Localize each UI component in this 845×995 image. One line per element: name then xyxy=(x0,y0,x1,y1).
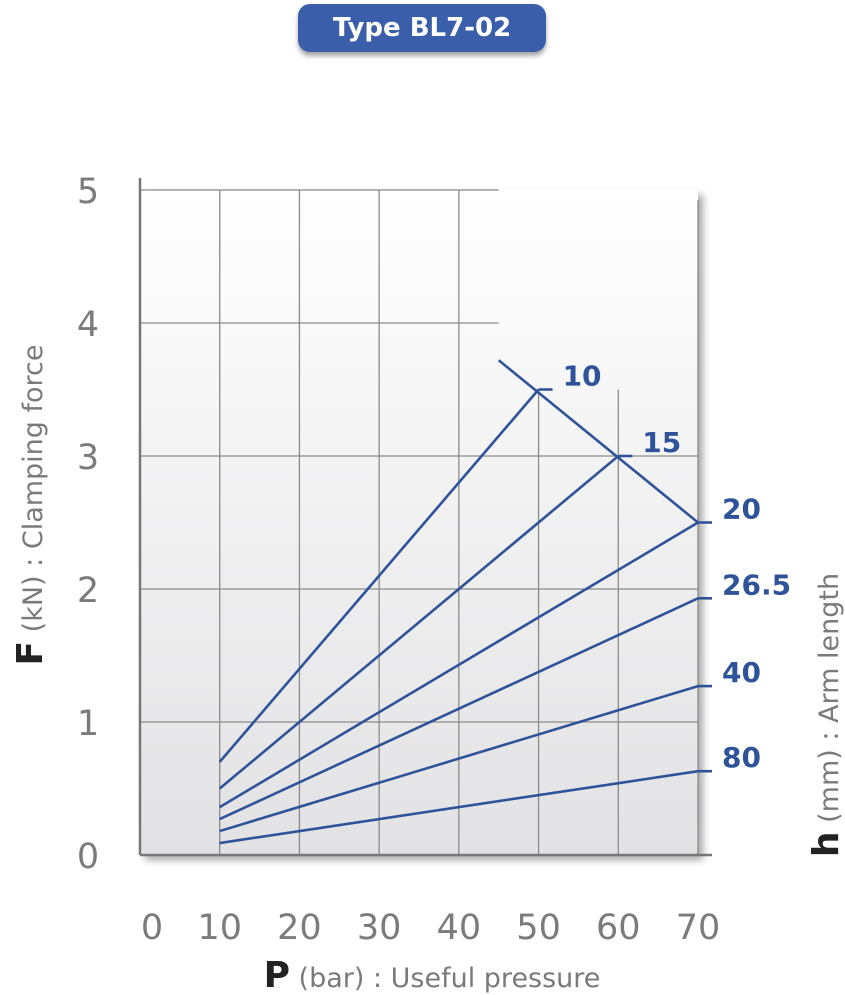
series-line-20 xyxy=(219,521,699,809)
chart-title: Type BL7-02 xyxy=(332,13,512,43)
x-axis-symbol: P xyxy=(264,955,290,995)
plot-background xyxy=(140,190,698,855)
y-tick-label: 5 xyxy=(77,172,99,212)
grid-lines xyxy=(140,189,699,855)
x-tick-label: 70 xyxy=(676,908,721,948)
x-tick-label: 10 xyxy=(197,908,242,948)
series-line-40 xyxy=(219,684,699,833)
limit-line xyxy=(497,359,699,524)
series-line-15 xyxy=(218,455,620,790)
series-label-15: 15 xyxy=(642,426,681,459)
y2-axis-text: (mm) : Arm length xyxy=(814,573,845,832)
series-labels: 10 15 20 26.5 40 80 xyxy=(538,360,791,774)
series-label-80: 80 xyxy=(722,741,761,774)
series-line-10 xyxy=(218,388,540,763)
x-tick-label: 40 xyxy=(437,908,482,948)
series-label-26.5: 26.5 xyxy=(722,568,791,601)
series-line-26.5 xyxy=(219,597,699,821)
series-label-20: 20 xyxy=(722,493,761,526)
y-axis-symbol: F xyxy=(10,641,51,666)
series-label-10: 10 xyxy=(563,360,602,393)
y-tick-label: 0 xyxy=(77,837,99,877)
series-label-40: 40 xyxy=(722,656,761,689)
axes xyxy=(138,178,712,857)
x-tick-label: 50 xyxy=(516,908,561,948)
x-tick-label: 60 xyxy=(596,908,641,948)
y-axis-label: F (kN) : Clamping force xyxy=(10,344,51,665)
plot-area xyxy=(140,190,698,855)
tick-labels: 0 10 20 30 40 50 60 70 0 1 2 3 4 5 xyxy=(77,172,720,948)
x-tick-label: 20 xyxy=(277,908,322,948)
y-axis-text: (kN) : Clamping force xyxy=(18,344,49,640)
series-line-80 xyxy=(219,769,699,845)
y-tick-label: 4 xyxy=(77,305,99,345)
x-tick-label: 30 xyxy=(357,908,402,948)
x-axis-text: (bar) : Useful pressure xyxy=(290,963,600,994)
y2-axis-symbol: h xyxy=(806,831,845,857)
x-axis-label: P (bar) : Useful pressure xyxy=(264,955,601,995)
y-tick-label: 1 xyxy=(77,704,99,744)
y2-axis-label: h (mm) : Arm length xyxy=(806,573,845,857)
series-lines xyxy=(218,359,699,845)
chart-title-badge: Type BL7-02 xyxy=(298,4,546,52)
x-tick-label: 0 xyxy=(141,908,163,948)
y-tick-label: 3 xyxy=(77,438,99,478)
y-tick-label: 2 xyxy=(77,571,99,611)
